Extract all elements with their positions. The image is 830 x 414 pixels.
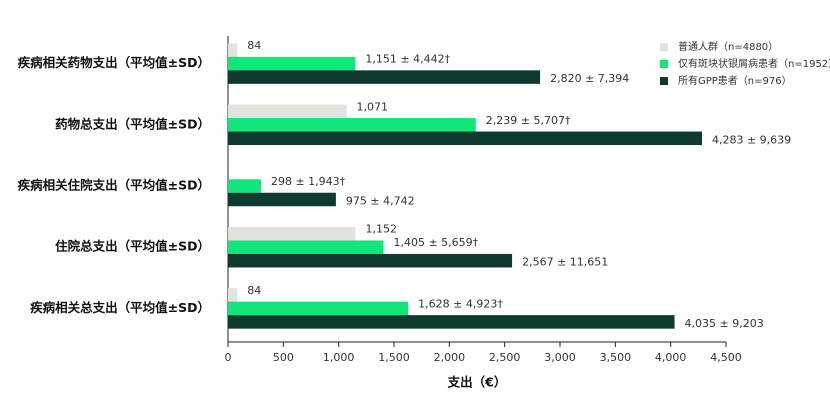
- value-label: 4,035 ± 9,203: [685, 317, 764, 330]
- value-label: 84: [247, 284, 261, 297]
- bar: [228, 253, 513, 268]
- bar: [228, 315, 675, 329]
- category-label: 疾病相关药物支出（平均值±SD）: [18, 55, 210, 70]
- value-label: 1,071: [357, 100, 389, 113]
- value-label: 84: [247, 39, 261, 52]
- x-tick-label: 2,500: [489, 351, 521, 364]
- bar: [228, 240, 384, 254]
- category-label: 药物总支出（平均值±SD）: [55, 116, 210, 131]
- value-label: 1,152: [365, 223, 397, 236]
- category-label: 疾病相关总支出（平均值±SD）: [30, 300, 210, 315]
- bar: [228, 70, 541, 84]
- value-label: 298 ± 1,943†: [271, 175, 346, 188]
- x-tick-label: 0: [225, 351, 232, 364]
- bar: [228, 56, 356, 71]
- bar: [228, 118, 476, 132]
- value-label: 4,283 ± 9,639: [712, 133, 791, 146]
- category-label: 疾病相关住院支出（平均值±SD）: [18, 178, 210, 193]
- bar: [228, 43, 238, 57]
- bar: [228, 179, 261, 193]
- legend-label: 普通人群（n=4880）: [678, 40, 778, 53]
- bar: [228, 104, 347, 119]
- legend-swatch: [660, 43, 668, 51]
- x-tick-label: 500: [273, 351, 294, 364]
- legend-swatch: [660, 60, 668, 68]
- value-label: 1,151 ± 4,442†: [365, 53, 450, 66]
- x-tick-label: 2,000: [434, 351, 466, 364]
- value-label: 1,628 ± 4,923†: [418, 297, 503, 310]
- value-label: 2,820 ± 7,394: [550, 72, 629, 85]
- x-tick-label: 1,000: [323, 351, 355, 364]
- bar: [228, 288, 238, 302]
- value-label: 2,239 ± 5,707†: [486, 114, 571, 127]
- bar: [228, 226, 356, 241]
- x-axis-label: 支出（€）: [447, 375, 507, 390]
- value-label: 2,567 ± 11,651: [522, 256, 608, 269]
- category-label: 住院总支出（平均值±SD）: [55, 239, 210, 254]
- x-tick-label: 3,000: [544, 351, 576, 364]
- legend-swatch: [660, 77, 668, 85]
- legend-label: 仅有斑块状银屑病患者（n=1952）: [678, 57, 830, 70]
- value-label: 975 ± 4,742: [346, 195, 415, 208]
- legend-label: 所有GPP患者（n=976）: [678, 74, 792, 87]
- x-tick-label: 4,500: [710, 351, 742, 364]
- x-tick-label: 1,500: [378, 351, 410, 364]
- bar: [228, 131, 702, 146]
- value-label: 1,405 ± 5,659†: [393, 236, 478, 249]
- bar: [228, 301, 409, 316]
- x-tick-label: 3,500: [600, 351, 632, 364]
- bar: [228, 192, 336, 207]
- x-tick-label: 4,000: [655, 351, 687, 364]
